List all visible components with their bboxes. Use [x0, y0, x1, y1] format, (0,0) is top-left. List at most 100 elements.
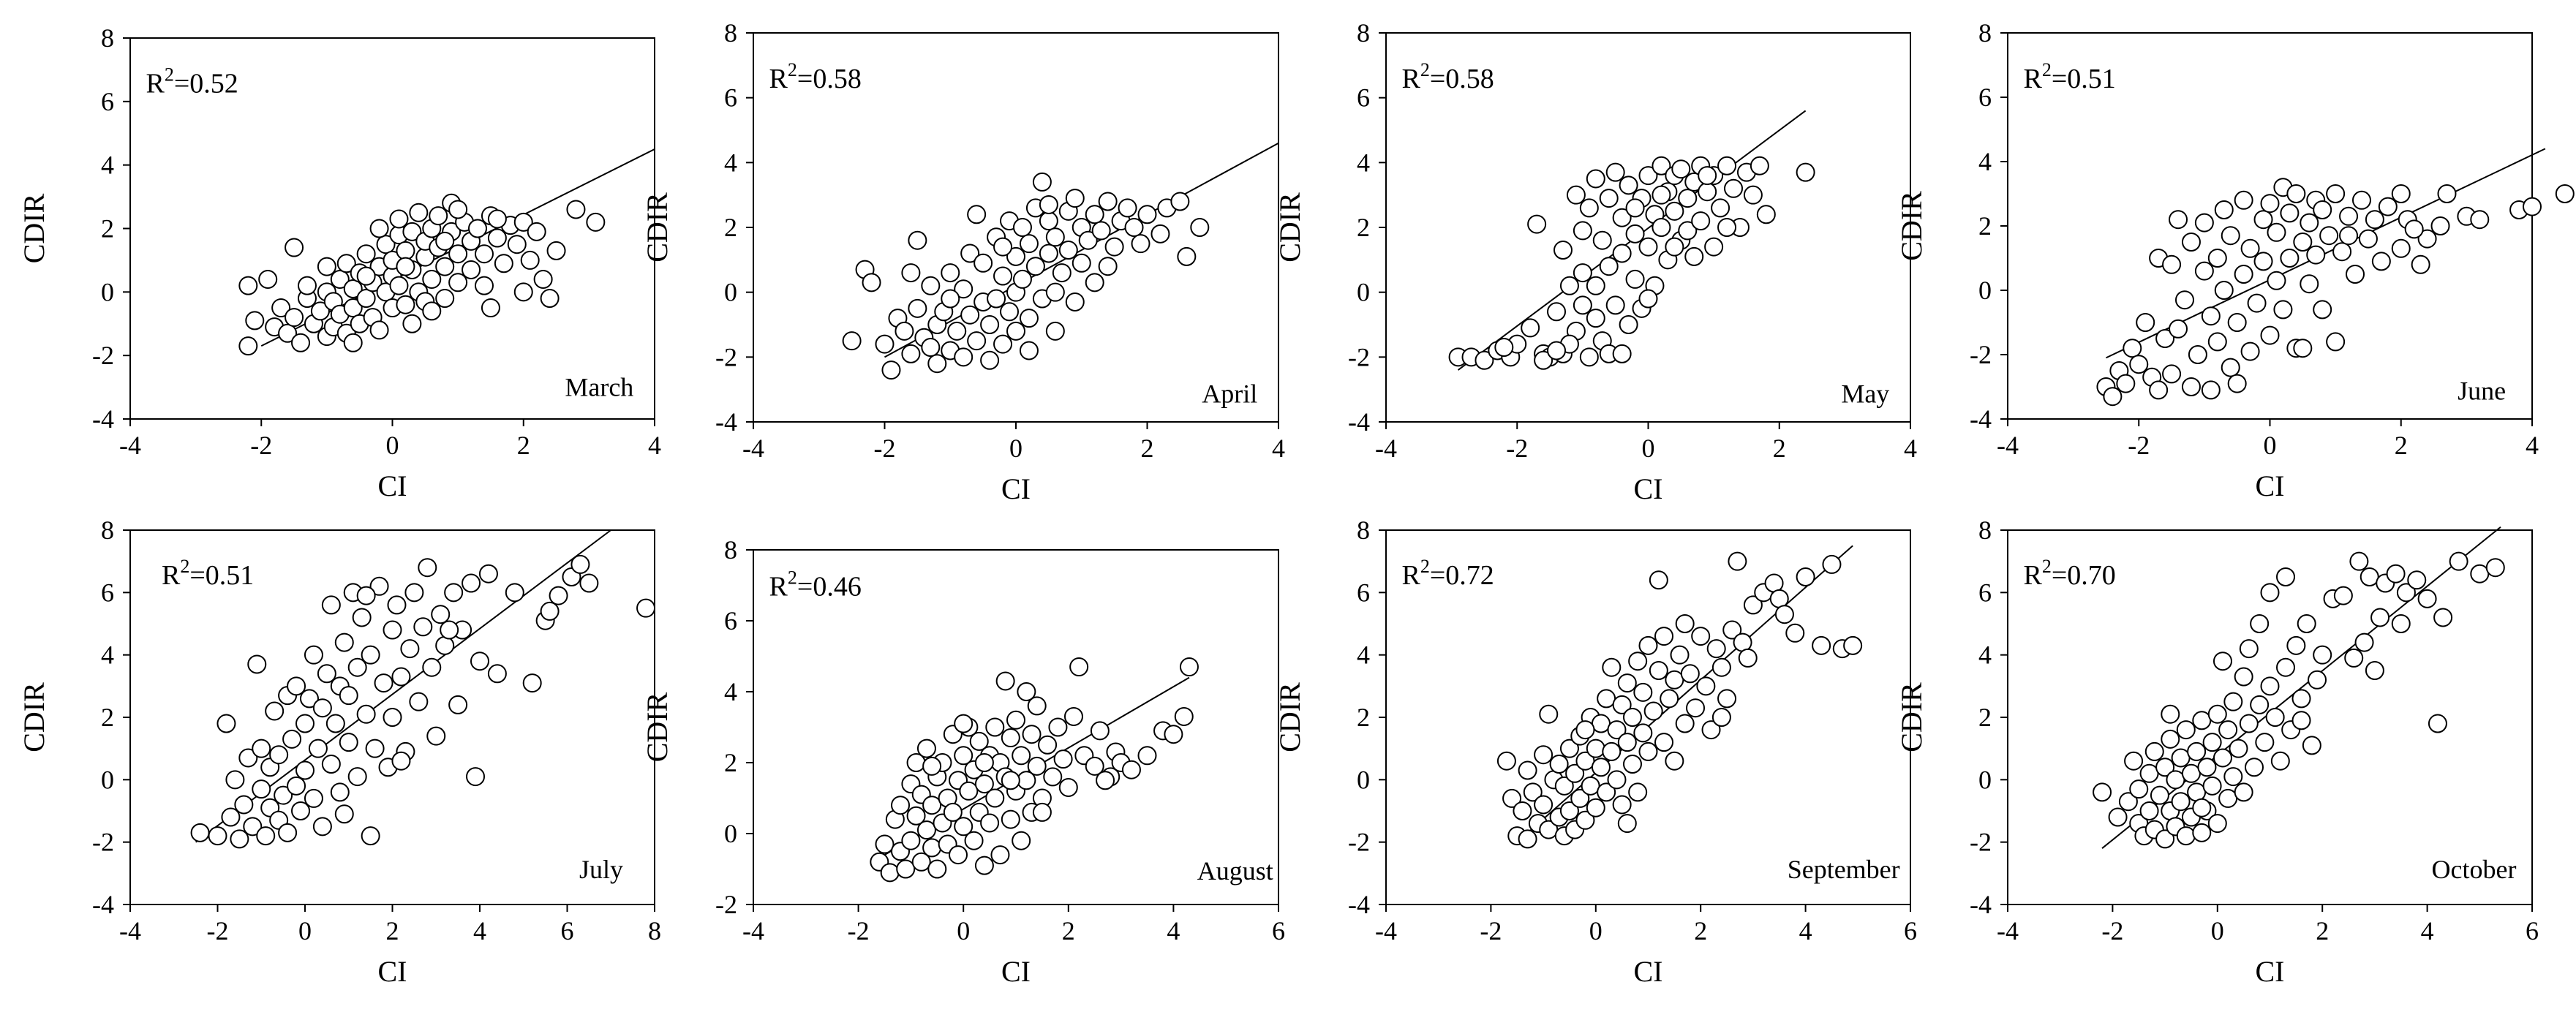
data-point: [2280, 203, 2300, 223]
data-point: [387, 595, 407, 615]
data-point: [2313, 645, 2332, 665]
data-point: [352, 608, 372, 627]
data-point: [980, 813, 1000, 833]
x-tick-label: 2: [1062, 916, 1075, 945]
data-point: [256, 826, 276, 846]
y-tick-label: 4: [101, 151, 114, 180]
data-point: [880, 863, 900, 883]
y-tick-label: 6: [1357, 578, 1370, 607]
data-point: [895, 321, 914, 341]
data-point: [959, 781, 979, 801]
data-point: [247, 654, 267, 674]
r-squared-superscript: 2: [2042, 59, 2052, 80]
data-point: [2291, 689, 2311, 709]
data-point: [1617, 733, 1637, 752]
data-point: [391, 751, 411, 771]
y-tick-label: 2: [724, 748, 737, 777]
x-tick-label: -4: [742, 434, 764, 463]
y-tick-label: 2: [101, 214, 114, 243]
data-point: [1597, 689, 1616, 709]
data-point: [1691, 211, 1711, 231]
data-point: [1698, 182, 1717, 202]
data-point: [901, 263, 921, 283]
data-point: [2149, 380, 2169, 400]
r-squared-value: =0.70: [2052, 560, 2116, 591]
data-point: [1612, 795, 1632, 815]
y-tick-label: 8: [1978, 516, 1992, 545]
data-point: [2192, 798, 2212, 817]
data-point: [2351, 190, 2371, 210]
month-label: May: [1841, 379, 1889, 408]
x-tick-label: -4: [119, 916, 141, 945]
r-squared-superscript: 2: [180, 556, 189, 577]
data-point: [1022, 725, 1042, 744]
data-point: [1625, 224, 1645, 243]
data-point: [2386, 564, 2406, 584]
x-tick-label: 6: [561, 916, 574, 945]
data-point: [1032, 802, 1052, 822]
data-point: [1118, 198, 1137, 218]
data-point: [2371, 252, 2391, 271]
data-point: [1628, 652, 1648, 671]
data-point: [1006, 321, 1025, 341]
data-point: [1527, 214, 1547, 234]
x-tick-label: 2: [2316, 916, 2329, 945]
data-point: [1586, 169, 1605, 189]
data-point: [2260, 676, 2280, 696]
data-point: [967, 331, 987, 351]
data-point: [190, 823, 210, 842]
data-point: [383, 708, 402, 727]
y-tick-label: 0: [1978, 765, 1992, 794]
data-point: [1750, 156, 1769, 175]
data-point: [2404, 219, 2424, 239]
y-axis-label: CDIR: [1895, 682, 1928, 752]
data-point: [2523, 197, 2542, 216]
x-tick-label: -4: [119, 431, 141, 460]
x-axis-label: CI: [1634, 955, 1663, 988]
data-point: [1019, 341, 1039, 360]
data-point: [1722, 620, 1742, 640]
data-point: [2326, 184, 2346, 203]
data-point: [339, 686, 358, 706]
data-point: [995, 671, 1015, 691]
data-point: [980, 315, 1000, 334]
y-tick-label: 6: [1978, 83, 1992, 112]
data-point: [361, 826, 380, 846]
data-point: [2313, 200, 2332, 219]
data-point: [1565, 763, 1585, 783]
x-tick-label: 4: [2526, 431, 2539, 460]
data-point: [2207, 249, 2227, 268]
data-point: [1032, 172, 1052, 192]
x-tick-label: 2: [1694, 916, 1707, 945]
data-point: [402, 222, 422, 241]
data-point: [2187, 741, 2207, 761]
data-point: [291, 801, 311, 820]
data-point: [1001, 771, 1020, 790]
data-point: [947, 321, 967, 341]
data-point: [1654, 627, 1674, 646]
data-point: [330, 269, 350, 289]
data-point: [2365, 210, 2384, 230]
data-point: [2103, 387, 2123, 407]
x-tick-label: 2: [1773, 434, 1786, 463]
data-point: [1566, 185, 1586, 205]
y-tick-label: -4: [92, 890, 114, 919]
data-point: [435, 289, 455, 309]
y-tick-label: -2: [715, 342, 737, 371]
data-point: [941, 263, 960, 283]
y-tick-label: -4: [1970, 404, 1992, 434]
data-point: [2244, 758, 2264, 777]
data-point: [2433, 608, 2453, 627]
data-point: [2202, 776, 2222, 796]
data-point: [901, 344, 921, 363]
data-point: [1575, 720, 1595, 740]
data-point: [1599, 189, 1619, 208]
data-point: [2358, 229, 2378, 249]
data-point: [901, 831, 921, 850]
data-point: [2129, 355, 2149, 374]
x-tick-label: 2: [517, 431, 530, 460]
data-point: [2273, 300, 2293, 320]
data-point: [2360, 567, 2379, 586]
data-point: [2181, 377, 2201, 396]
